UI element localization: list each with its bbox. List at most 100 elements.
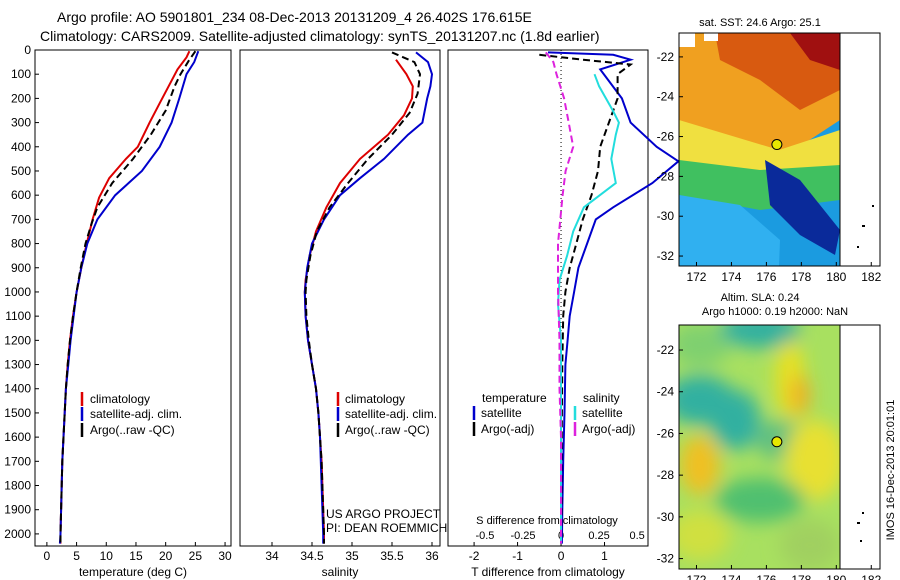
map-x-tick-label: 174: [721, 573, 741, 580]
t-diff-tick-label: 1: [601, 549, 608, 563]
map-x-tick-label: 180: [826, 270, 846, 284]
sal-legend-argo: Argo(..raw -QC): [345, 423, 430, 437]
salinity-tick-label: 35.5: [380, 549, 404, 563]
s-diff-tick-label: -0.25: [510, 530, 535, 542]
salinity-legend: climatology satellite-adj. clim. Argo(..…: [336, 392, 437, 437]
header-line1: Argo profile: AO 5901801_234 08-Dec-2013…: [57, 9, 532, 25]
map-x-tick-label: 182: [861, 270, 881, 284]
salinity-panel: 34 34.5 35 35.5 36 salinity climatology sate…: [239, 49, 447, 579]
temp-legend-argo: Argo(..raw -QC): [90, 423, 175, 437]
depth-tick-label: 2000: [4, 527, 31, 541]
map-y-tick-label: -28: [657, 169, 675, 183]
sst-hottest-region: [790, 33, 840, 70]
salinity-series-1: [303, 51, 434, 544]
map-y-tick-label: -28: [657, 468, 675, 482]
depth-tick-label: 1000: [4, 285, 31, 299]
depth-tick-label: 700: [11, 212, 31, 226]
diff-legend-t-satellite: satellite: [481, 406, 522, 420]
depth-tick-label: 300: [11, 116, 31, 130]
s-diff-tick-label: 0.25: [588, 530, 609, 542]
difference-lines: [539, 51, 681, 544]
temperature-x-axis: 0 5 10 15 20 25 30: [44, 542, 232, 563]
diff-legend-title-salinity: salinity: [583, 391, 620, 405]
argo-location-marker: [771, 139, 783, 151]
temperature-xlabel: temperature (deg C): [79, 565, 187, 579]
credit-project: US ARGO PROJECT: [326, 507, 441, 521]
sst-map-axes: 172 174 176 178 180 182 -22 -24 -26 -28 -30 -32: [657, 50, 882, 284]
sst-map-panel: sat. SST: 24.6 Argo: 25.1 172 174 176 178 18…: [657, 17, 882, 284]
temperature-series-1: [58, 50, 200, 544]
sst-map-title: sat. SST: 24.6 Argo: 25.1: [699, 17, 821, 29]
temperature-series-2: [59, 50, 197, 544]
salinity-tick-label: 34.5: [300, 549, 324, 563]
difference-series-3: [545, 51, 575, 544]
argo-location-marker-sla: [771, 436, 783, 448]
depth-tick-label: 1300: [4, 358, 31, 372]
depth-tick-label: 100: [11, 67, 31, 81]
temperature-lines: [58, 50, 200, 544]
map-x-tick-label: 176: [756, 270, 776, 284]
map-y-tick-label: -32: [657, 249, 675, 263]
depth-axis: 0 100 200 300 400 500 600 700 800 900 1000 1100 1200…: [4, 43, 39, 541]
t-difference-axis: -2 -1 0 1: [469, 542, 608, 563]
sst-map-image: [679, 33, 840, 266]
sst-islands: [857, 205, 874, 248]
t-diff-tick-label: 0: [558, 549, 565, 563]
temperature-panel: 0100200300400500600700800900100011001200…: [4, 43, 232, 579]
s-diff-xlabel: S difference from climatology: [476, 515, 618, 527]
map-x-tick-label: 174: [721, 270, 741, 284]
s-diff-tick-label: -0.5: [475, 530, 494, 542]
map-y-tick-label: -26: [657, 426, 675, 440]
temperature-tick-label: 0: [44, 549, 51, 563]
depth-tick-label: 600: [11, 188, 31, 202]
salinity-tick-label: 36: [425, 549, 439, 563]
map-x-tick-label: 172: [686, 573, 706, 580]
depth-tick-label: 1200: [4, 333, 31, 347]
depth-tick-label: 400: [11, 140, 31, 154]
map-y-tick-label: -24: [657, 385, 675, 399]
depth-tick-label: 1100: [5, 309, 31, 323]
map-x-tick-label: 172: [686, 270, 706, 284]
credit-pi: PI: DEAN ROEMMICH: [326, 521, 447, 535]
timestamp: IMOS 16-Dec-2013 20:01:01: [885, 400, 897, 541]
temperature-frame: [34, 49, 232, 547]
t-diff-tick-label: -1: [512, 549, 523, 563]
depth-tick-label: 1800: [4, 479, 31, 493]
map-y-tick-label: -22: [657, 343, 675, 357]
sst-cold-filament: [765, 160, 840, 255]
diff-legend-s-argo: Argo(-adj): [582, 422, 635, 436]
sst-missing-data-2: [704, 33, 718, 41]
sla-map-panel: Altim. SLA: 0.24 Argo h1000: 0.19 h2000:…: [657, 292, 882, 580]
difference-panel: -2 -1 0 1 -0.5 -0.25 0 0.25 0.5 S difference fr…: [447, 49, 681, 579]
depth-tick-label: 1700: [4, 454, 31, 468]
t-diff-tick-label: -2: [469, 549, 480, 563]
depth-tick-label: 1400: [4, 382, 31, 396]
salinity-tick-label: 34: [265, 549, 279, 563]
sla-map-image: [679, 325, 840, 569]
depth-tick-label: 1600: [4, 430, 31, 444]
map-y-tick-label: -26: [657, 130, 675, 144]
map-y-tick-label: -24: [657, 90, 675, 104]
diff-legend-t-argo: Argo(-adj): [481, 422, 534, 436]
sla-map-subtitle: Argo h1000: 0.19 h2000: NaN: [702, 306, 848, 318]
sla-map-axes: 172 174 176 178 180 182 -22 -24 -26 -28 -30 -32: [657, 343, 882, 580]
salinity-tick-label: 35: [345, 549, 359, 563]
salinity-x-axis: 34 34.5 35 35.5 36: [265, 542, 439, 563]
sla-islands: [857, 512, 864, 542]
salinity-frame: [239, 49, 441, 547]
depth-tick-label: 500: [11, 164, 31, 178]
t-diff-xlabel: T difference from climatology: [471, 565, 625, 579]
difference-frame: [447, 49, 649, 547]
map-y-tick-label: -30: [657, 209, 675, 223]
salinity-series-2: [304, 51, 422, 544]
map-x-tick-label: 178: [791, 270, 811, 284]
temperature-legend: climatology satellite-adj. clim. Argo(..…: [80, 392, 182, 437]
depth-tick-label: 1900: [4, 503, 31, 517]
sst-map-land-frame: [839, 32, 881, 267]
sla-map-land-frame: [839, 324, 881, 570]
sal-legend-satellite: satellite-adj. clim.: [345, 407, 437, 421]
temperature-tick-label: 25: [189, 549, 203, 563]
map-y-tick-label: -22: [657, 50, 675, 64]
depth-tick-label: 1500: [4, 406, 31, 420]
